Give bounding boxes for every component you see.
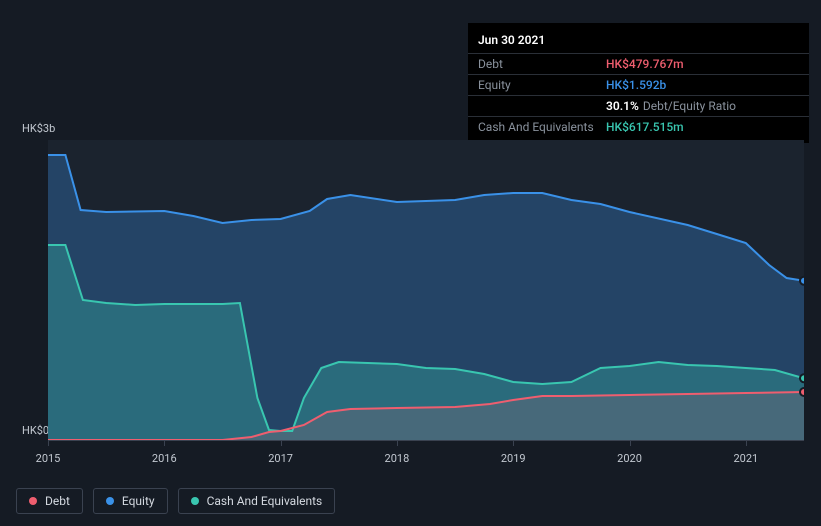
- x-tick-label: 2021: [733, 452, 758, 465]
- legend-dot-icon: [191, 497, 199, 505]
- x-tick-label: 2018: [385, 452, 410, 465]
- y-label-max: HK$3b: [22, 122, 62, 135]
- legend-label: Cash And Equivalents: [207, 494, 323, 508]
- x-tick-line: [513, 440, 514, 446]
- legend-dot-icon: [29, 497, 37, 505]
- tooltip-row: DebtHK$479.767m: [468, 53, 809, 74]
- legend-item-equity[interactable]: Equity: [93, 488, 168, 514]
- tooltip-row-value: HK$479.767m: [606, 57, 684, 71]
- tooltip-row-value: HK$1.592b: [606, 78, 666, 92]
- tooltip-row: 30.1%Debt/Equity Ratio: [468, 95, 809, 116]
- chart-container: HK$3b HK$0 2015201620172018201920202021: [16, 118, 805, 513]
- legend-label: Equity: [122, 494, 155, 508]
- x-tick-label: 2019: [501, 452, 526, 465]
- tooltip-date: Jun 30 2021: [468, 29, 809, 53]
- x-tick-line: [397, 440, 398, 446]
- tooltip-row: EquityHK$1.592b: [468, 74, 809, 95]
- tooltip-row-label: Debt: [478, 57, 606, 71]
- tooltip-row-value: 30.1%Debt/Equity Ratio: [606, 99, 736, 113]
- x-tick-line: [164, 440, 165, 446]
- x-axis: 2015201620172018201920202021: [48, 440, 804, 470]
- x-tick-label: 2016: [152, 452, 177, 465]
- chart-svg: [48, 140, 804, 440]
- x-tick-label: 2020: [617, 452, 642, 465]
- x-tick-line: [630, 440, 631, 446]
- legend-item-cash[interactable]: Cash And Equivalents: [178, 488, 336, 514]
- x-tick-line: [746, 440, 747, 446]
- legend-dot-icon: [106, 497, 114, 505]
- x-tick-label: 2017: [268, 452, 293, 465]
- plot-area[interactable]: [48, 140, 804, 440]
- tooltip-row-label: [478, 99, 606, 113]
- equity-end-dot: [800, 277, 804, 285]
- legend: Debt Equity Cash And Equivalents: [16, 488, 335, 514]
- x-tick-line: [281, 440, 282, 446]
- legend-item-debt[interactable]: Debt: [16, 488, 83, 514]
- x-tick-label: 2015: [36, 452, 61, 465]
- legend-label: Debt: [45, 494, 70, 508]
- debt-end-dot: [800, 388, 804, 396]
- cash-end-dot: [800, 374, 804, 382]
- tooltip-row-label: Equity: [478, 78, 606, 92]
- x-axis-line: [48, 440, 804, 441]
- x-tick-line: [48, 440, 49, 446]
